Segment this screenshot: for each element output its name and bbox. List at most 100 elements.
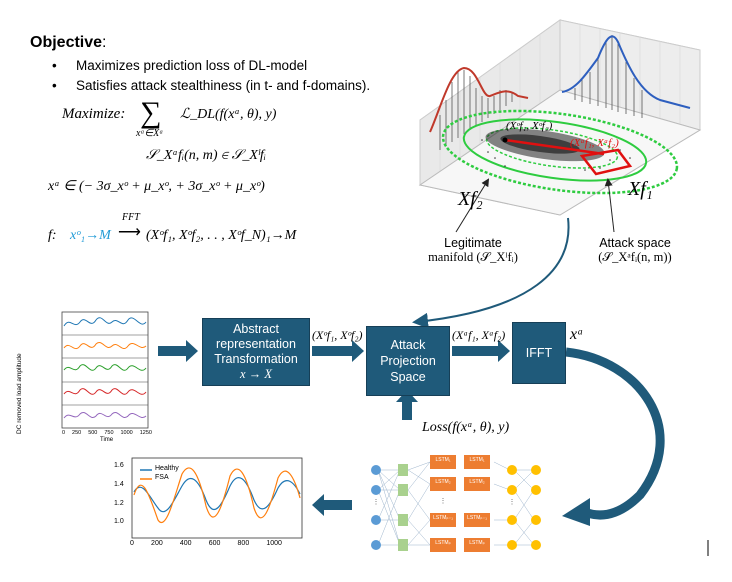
result-ytick: 1.2 xyxy=(114,500,124,507)
attack-caption: Attack space (𝒮_Xᵃfᵢ(n, m)) xyxy=(598,236,672,264)
result-xtick: 0 xyxy=(130,540,134,547)
attack-box xyxy=(579,148,633,176)
arrow-loss-up xyxy=(396,390,418,420)
attack-vector xyxy=(504,138,605,156)
objective-heading: Objective: xyxy=(30,34,107,51)
result-plot xyxy=(131,457,303,539)
objective-bullets: Maximizes prediction loss of DL-model Sa… xyxy=(52,56,370,96)
result-ytick: 1.4 xyxy=(114,481,124,488)
result-xtick: 800 xyxy=(237,540,250,547)
ifft-output-label: xᵃ xyxy=(570,326,584,343)
histogram-bars-right xyxy=(574,35,643,118)
scatter-points xyxy=(481,139,631,171)
legend-healthy: Healthy xyxy=(155,465,179,472)
legit-point-label: (Xᵒf₁, Xᵒf₂) xyxy=(506,120,553,132)
legend-fsa: FSA xyxy=(155,474,169,481)
ts-xlabel: Time xyxy=(100,437,114,443)
fft-output: (Xᵒf₁, Xᵒf₂, . . , Xᵒf_N)₁→M xyxy=(146,228,297,243)
dense-node xyxy=(507,515,517,525)
lstm-label: LSTM₂ xyxy=(469,479,485,485)
bounds-equation: xᵃ ∈ (− 3σ_xᵒ + μ_xᵒ, + 3σ_xᵒ + μ_xᵒ) xyxy=(48,179,265,194)
result-xtick: 200 xyxy=(151,540,163,547)
flow-arrows xyxy=(158,340,510,516)
svg-text:⋮: ⋮ xyxy=(509,499,516,506)
ts-xtick: 750 xyxy=(104,430,114,436)
ts-xtick: 1000 xyxy=(120,430,133,436)
arrow-into-transform xyxy=(158,340,198,362)
projection-output-label: (Xᵃf₁, Xᵃf₂) xyxy=(452,328,506,342)
output-node xyxy=(531,540,541,550)
ts-xtick: 250 xyxy=(72,430,82,436)
arrow-into-projection xyxy=(312,340,364,362)
fft-label: FFT xyxy=(122,212,140,223)
timeseries-plot xyxy=(61,311,149,429)
ifft-return-arc xyxy=(565,347,665,520)
lstm-label: LSTM₁ xyxy=(435,457,451,463)
lstm-cell xyxy=(430,477,456,491)
embed-node xyxy=(398,484,408,496)
result-xticks: 0 200 400 600 800 1000 xyxy=(130,540,282,547)
fft-arrow: ⟶ xyxy=(118,224,141,241)
histogram-bars-left xyxy=(439,70,513,150)
ts-series-2 xyxy=(63,342,147,350)
axis-y-label: Xf₁ xyxy=(628,178,653,200)
lstm-label: LSTMₚ xyxy=(469,540,485,546)
attack-point-label: (Xᵃf₁, Xᵃf₂) xyxy=(570,137,619,149)
legit-point xyxy=(502,137,508,143)
plot3d xyxy=(412,19,702,329)
healthy-series xyxy=(133,477,301,513)
arrow-into-ifft xyxy=(452,340,510,362)
embed-node xyxy=(398,514,408,526)
embed-node xyxy=(398,464,408,476)
lstm-label: LSTM₂ xyxy=(435,479,451,485)
transform-box: Abstract representation Transformation x… xyxy=(202,318,310,386)
ts-series-4 xyxy=(63,388,147,395)
ts-xtick: 1250 xyxy=(139,430,152,436)
lstm-cell xyxy=(464,455,490,469)
loss-label: Loss(f(xᵃ, θ), y) xyxy=(422,420,510,435)
result-xtick: 400 xyxy=(179,540,192,547)
ifft-return-arrowhead xyxy=(562,498,590,526)
svg-text:⋮: ⋮ xyxy=(440,498,447,505)
fsa-series xyxy=(133,467,301,523)
lstm-label: LSTM₁ xyxy=(469,457,485,463)
ts-xtick: 0 xyxy=(62,430,66,436)
result-ytick: 1.6 xyxy=(114,462,124,469)
transform-output-label: (Xᵒf₁, Xᵒf₂) xyxy=(312,328,363,342)
bullet-item: Maximizes prediction loss of DL-model xyxy=(52,56,370,76)
manifold-middle xyxy=(462,118,648,182)
svg-text:⋮: ⋮ xyxy=(373,499,380,506)
ts-xticks: 0 250 500 750 1000 1250 xyxy=(62,430,152,436)
ts-series-3 xyxy=(63,364,147,371)
output-node xyxy=(531,465,541,475)
result-xtick: 600 xyxy=(208,540,221,547)
projection-box: Attack Projection Space xyxy=(366,326,450,396)
manifold-outer xyxy=(441,109,679,195)
lstm-label: LSTMₚ₋₁ xyxy=(433,515,453,521)
input-node xyxy=(371,540,381,550)
input-node xyxy=(371,485,381,495)
neural-network: ⋮ ⋮ ⋮ xyxy=(371,455,541,552)
lstm-label: LSTMₚ xyxy=(435,540,451,546)
output-node xyxy=(531,485,541,495)
ts-series-5 xyxy=(63,412,147,419)
lstm-cell xyxy=(430,538,456,552)
result-xtick: 1000 xyxy=(266,540,282,547)
dense-node xyxy=(507,485,517,495)
input-node xyxy=(371,465,381,475)
result-ytick: 1.0 xyxy=(114,518,124,525)
axis-x-label: Xf₂ xyxy=(458,188,483,210)
loss-term: ℒ_DL(f(xᵃ, θ), y) xyxy=(180,107,277,122)
right-density-curve xyxy=(561,35,691,109)
lstm-cell xyxy=(464,513,490,527)
lstm-cell xyxy=(430,455,456,469)
constraint-equation: 𝒮_Xᵃfᵢ(n, m) ∈ 𝒮_Xˡfᵢ xyxy=(146,148,266,163)
legit-pointer xyxy=(455,178,490,233)
left-density-curve xyxy=(429,66,529,133)
lstm-cell xyxy=(464,538,490,552)
lstm-label: LSTMₚ₋₁ xyxy=(467,515,487,521)
sum-symbol: ∑ xyxy=(140,96,162,129)
ifft-box: IFFT xyxy=(512,322,566,384)
embed-node xyxy=(398,539,408,551)
